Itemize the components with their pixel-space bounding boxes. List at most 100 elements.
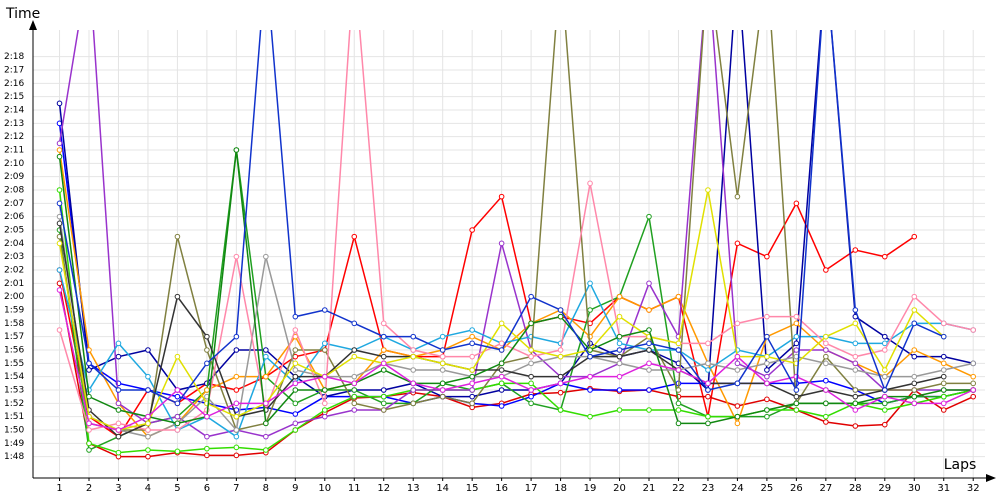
data-point (852, 423, 859, 429)
x-tick-label: 20 (613, 483, 626, 494)
y-tick-label: 1:56 (4, 346, 24, 356)
data-point (292, 360, 299, 367)
x-axis-label: Laps (944, 457, 977, 473)
data-point (852, 407, 859, 413)
data-point (86, 447, 92, 453)
series-line (58, 123, 974, 415)
data-point (145, 387, 151, 393)
series-line (58, 30, 974, 431)
x-tick-label: 17 (525, 483, 538, 494)
data-point (587, 353, 593, 360)
y-tick-label: 2:00 (4, 292, 24, 302)
data-point (351, 400, 358, 407)
data-point (469, 340, 475, 347)
data-point (145, 427, 151, 433)
data-point (380, 367, 387, 373)
series-line (58, 269, 974, 438)
data-point (852, 340, 859, 347)
data-point (321, 373, 328, 380)
y-tick-label: 1:54 (4, 372, 24, 382)
data-point (734, 380, 741, 387)
data-point (675, 367, 682, 373)
data-point (646, 347, 652, 353)
data-point (852, 320, 859, 327)
data-point (705, 187, 711, 193)
data-point (56, 147, 63, 153)
data-point (705, 367, 711, 373)
grid (33, 30, 985, 478)
data-point (469, 400, 475, 407)
x-tick-label: 9 (292, 483, 298, 494)
data-point (292, 327, 299, 333)
data-point (675, 387, 682, 393)
data-point (970, 360, 977, 367)
data-point (911, 387, 918, 393)
y-tick-label: 2:04 (4, 239, 24, 249)
data-point (380, 353, 387, 360)
data-point (351, 320, 358, 327)
x-tick-label: 21 (643, 483, 656, 494)
data-point (469, 333, 475, 340)
data-point (174, 413, 181, 420)
data-point (469, 353, 475, 360)
data-point (115, 353, 122, 360)
data-point (233, 433, 240, 440)
x-tick-label: 24 (731, 483, 744, 494)
data-point (56, 267, 63, 273)
data-point (351, 393, 358, 400)
data-point (734, 413, 741, 420)
data-point (145, 447, 151, 453)
data-point (823, 340, 829, 347)
data-point (528, 347, 534, 353)
data-point (823, 267, 829, 273)
data-point (940, 407, 947, 413)
data-point (940, 367, 947, 373)
data-point (233, 413, 240, 420)
data-point (911, 353, 918, 360)
data-point (380, 360, 387, 367)
y-tick-label: 2:13 (4, 119, 24, 129)
data-point (793, 347, 800, 353)
data-point (646, 360, 652, 367)
data-point (616, 407, 623, 413)
data-point (321, 407, 328, 413)
data-point (528, 380, 534, 387)
data-point (764, 353, 770, 360)
x-tick-label: 30 (908, 483, 921, 494)
data-point (233, 253, 240, 260)
data-point (528, 353, 534, 360)
data-point (174, 393, 181, 400)
data-point (616, 313, 623, 320)
data-point (675, 400, 682, 407)
data-point (56, 140, 63, 147)
data-point (233, 333, 240, 340)
data-point (145, 420, 151, 427)
data-point (646, 213, 652, 220)
data-point (940, 380, 947, 387)
series-line (58, 30, 974, 431)
data-point (86, 360, 92, 367)
x-tick-label: 3 (115, 483, 121, 494)
series-line (58, 216, 974, 438)
data-point (557, 373, 564, 380)
data-point (115, 407, 122, 413)
data-point (204, 445, 210, 452)
data-point (881, 347, 888, 353)
x-tick-label: 6 (204, 483, 210, 494)
data-point (56, 100, 63, 107)
x-tick-label: 4 (145, 483, 151, 494)
data-point (764, 407, 770, 413)
data-point (793, 407, 800, 413)
data-point (852, 393, 859, 400)
data-point (734, 240, 741, 247)
y-tick-label: 1:51 (4, 412, 24, 422)
data-point (292, 427, 299, 433)
data-point (410, 380, 417, 387)
data-point (587, 413, 593, 420)
data-point (56, 327, 63, 333)
data-point (410, 367, 417, 373)
data-point (498, 367, 505, 373)
data-point (469, 367, 475, 373)
data-point (174, 353, 181, 360)
